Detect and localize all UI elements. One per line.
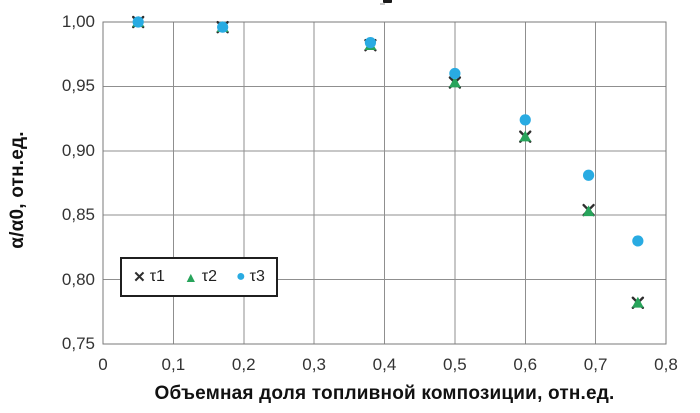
x-tick-label: 0,6 (513, 355, 538, 374)
legend: ✕ τ1 ▲ τ2 ● τ3 (120, 257, 278, 297)
y-tick-label: 0,90 (61, 140, 95, 160)
legend-label-t2: τ2 (201, 268, 217, 285)
cropped-title-fragment (380, 0, 392, 5)
y-tick-label: 0,75 (61, 334, 95, 353)
x-tick-label: 0,5 (443, 355, 467, 374)
x-marker-icon: ✕ (133, 268, 146, 286)
y-tick-label: 0,80 (61, 269, 95, 289)
y-tick-label: 1,00 (61, 12, 95, 31)
legend-item-t2: ▲ τ2 (184, 269, 217, 285)
x-tick-label: 0,1 (161, 355, 186, 374)
x-tick-label: 0,8 (654, 355, 678, 374)
x-tick-label: 0,2 (231, 355, 256, 374)
legend-item-t3: ● τ3 (236, 269, 265, 285)
circle-marker-icon: ● (235, 268, 246, 285)
x-tick-label: 0,7 (583, 355, 608, 374)
legend-item-t1: ✕ τ1 (133, 269, 165, 285)
legend-label-t1: τ1 (149, 268, 165, 285)
triangle-marker-icon: ▲ (183, 269, 198, 285)
x-tick-label: 0 (98, 355, 108, 374)
y-tick-label: 0,95 (61, 76, 95, 96)
x-tick-label: 0,4 (372, 355, 397, 374)
y-tick-label: 0,85 (61, 205, 95, 225)
y-axis-title: α/α0, отн.ед. (7, 131, 28, 249)
x-tick-label: 0,3 (302, 355, 326, 374)
legend-label-t3: τ3 (249, 268, 265, 285)
x-axis-title: Объемная доля топливной композиции, отн.… (154, 383, 615, 404)
